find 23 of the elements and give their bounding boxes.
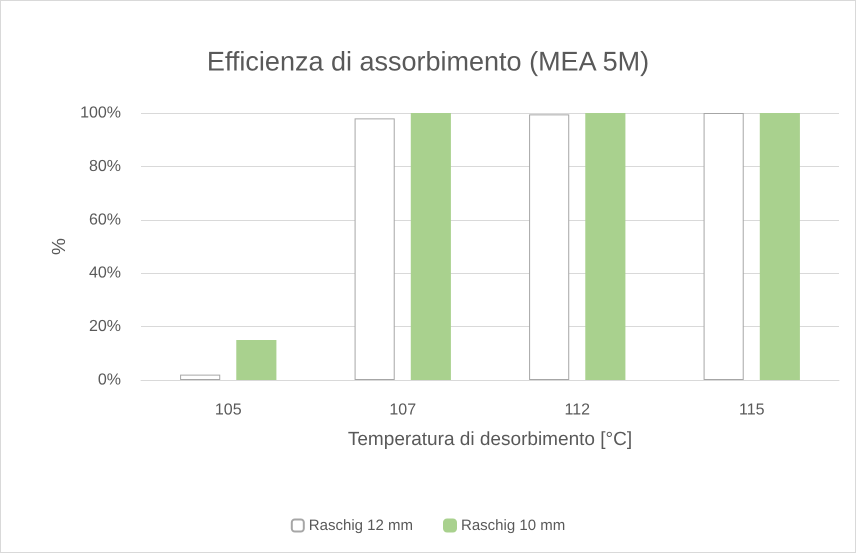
- bar: [236, 340, 276, 380]
- bar: [410, 113, 451, 380]
- y-tick-label: 60%: [88, 211, 121, 228]
- x-tick-label: 105: [214, 402, 242, 418]
- x-tick-label: 107: [389, 402, 416, 418]
- y-tick-label: 0%: [98, 372, 121, 388]
- chart-title: Efficienza di assorbimento (MEA 5M): [206, 46, 650, 76]
- y-tick-label: 80%: [88, 158, 121, 175]
- bar: [529, 114, 570, 380]
- x-axis-title: Temperatura di desorbimento [°C]: [348, 429, 632, 450]
- x-tick-label: 112: [564, 402, 590, 418]
- legend-label: Raschig 12 mm: [308, 517, 413, 534]
- y-tick-label: 20%: [88, 318, 121, 336]
- y-axis-title: %: [49, 238, 70, 255]
- y-tick-label: 100%: [80, 104, 121, 122]
- bar: [760, 113, 800, 380]
- x-tick-label: 115: [738, 402, 765, 418]
- bar: [354, 118, 395, 380]
- bar: [585, 113, 626, 380]
- bar: [180, 374, 220, 380]
- bar: [704, 113, 744, 380]
- y-tick-label: 40%: [88, 264, 121, 282]
- legend-label: Raschig 10 mm: [461, 517, 566, 534]
